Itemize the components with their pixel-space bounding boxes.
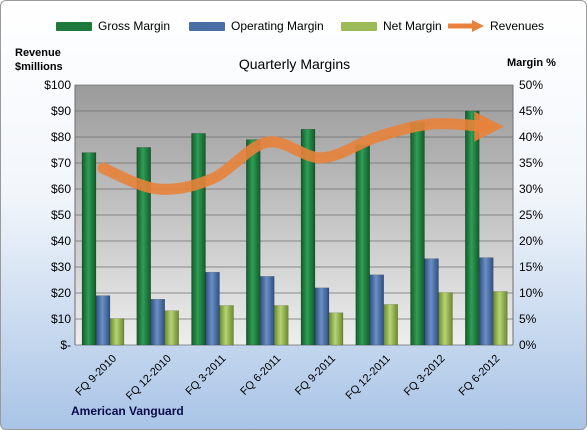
legend-net-swatch [341, 21, 377, 31]
bar-gross-margin [246, 139, 261, 346]
right-tick-label: 40% [519, 130, 543, 144]
legend-net-label: Net Margin [383, 19, 442, 33]
bar-operating-margin [314, 287, 330, 346]
bar-operating-margin [260, 276, 275, 346]
left-axis-title-line1: Revenue [15, 47, 61, 59]
bar-operating-margin [205, 271, 220, 346]
left-tick-label: $40 [51, 234, 71, 248]
left-tick-label: $20 [51, 286, 71, 300]
left-tick-label: $- [60, 338, 71, 352]
left-tick-label: $80 [51, 130, 71, 144]
legend-operating-margin: Operating Margin [189, 19, 324, 33]
bar-net-margin [328, 312, 344, 346]
right-tick-label: 25% [519, 208, 543, 222]
revenues-arrowhead [474, 111, 505, 142]
legend-gross-swatch [56, 21, 92, 31]
chart-title: Quarterly Margins [238, 56, 351, 72]
bar-gross-margin [465, 110, 480, 346]
left-axis-title-line2: $millions [15, 61, 63, 73]
bar-operating-margin [95, 295, 111, 346]
revenues-line [97, 118, 492, 195]
bar-gross-margin [81, 152, 97, 346]
left-tick-label: $50 [51, 208, 71, 222]
right-tick-label: 5% [519, 312, 537, 326]
legend-revenues-arrow-icon [448, 20, 484, 32]
x-tick-label: FQ 12-2011 [343, 353, 392, 402]
x-tick-label: FQ 9-2011 [293, 353, 338, 398]
bar-gross-margin [136, 147, 151, 346]
bar-net-margin [438, 292, 453, 346]
x-tick-label: FQ 3-2012 [402, 353, 448, 399]
right-tick-label: 35% [519, 156, 543, 170]
left-tick-label: $10 [51, 312, 71, 326]
legend-revenues: Revenues [446, 19, 544, 33]
x-tick-label: FQ 9-2010 [73, 353, 119, 399]
bar-operating-margin [150, 298, 165, 346]
bar-operating-margin [369, 274, 384, 346]
legend-gross-margin: Gross Margin [56, 19, 170, 33]
x-tick-label: FQ 12-2010 [124, 353, 174, 403]
bar-net-margin [493, 291, 508, 346]
left-tick-label: $30 [51, 260, 71, 274]
company-name: American Vanguard [71, 404, 184, 418]
bar-gross-margin [355, 144, 370, 346]
legend-revenues-label: Revenues [490, 19, 545, 33]
x-tick-label: FQ 6-2012 [457, 353, 503, 399]
right-tick-label: 20% [519, 234, 543, 248]
x-tick-label: FQ 6-2011 [238, 353, 283, 398]
bar-net-margin [109, 318, 125, 346]
right-tick-label: 45% [519, 104, 543, 118]
legend: Gross Margin Operating Margin Net Margin… [1, 1, 586, 33]
legend-net-margin: Net Margin [341, 19, 442, 33]
right-tick-label: 10% [519, 286, 543, 300]
right-tick-label: 50% [519, 78, 543, 92]
right-tick-label: 0% [519, 338, 537, 352]
bar-gross-margin [300, 128, 316, 346]
bar-net-margin [219, 305, 234, 346]
left-tick-label: $90 [51, 104, 71, 118]
right-tick-label: 15% [519, 260, 543, 274]
legend-operating-swatch [189, 21, 225, 31]
bar-net-margin [164, 310, 179, 346]
bar-gross-margin [191, 133, 206, 346]
bar-operating-margin [479, 257, 494, 346]
left-tick-label: $60 [51, 182, 71, 196]
legend-gross-label: Gross Margin [98, 19, 171, 33]
left-axis-title: Revenue $millions [15, 46, 63, 74]
bar-net-margin [383, 304, 398, 346]
bar-net-margin [274, 305, 289, 346]
right-axis-title: Margin % [507, 57, 556, 69]
bar-operating-margin [424, 258, 439, 346]
legend-operating-label: Operating Margin [231, 19, 324, 33]
left-tick-label: $70 [51, 156, 71, 170]
left-tick-label: $100 [44, 78, 71, 92]
x-tick-label: FQ 3-2011 [184, 353, 229, 398]
bar-gross-margin [410, 122, 425, 346]
right-tick-label: 30% [519, 182, 543, 196]
